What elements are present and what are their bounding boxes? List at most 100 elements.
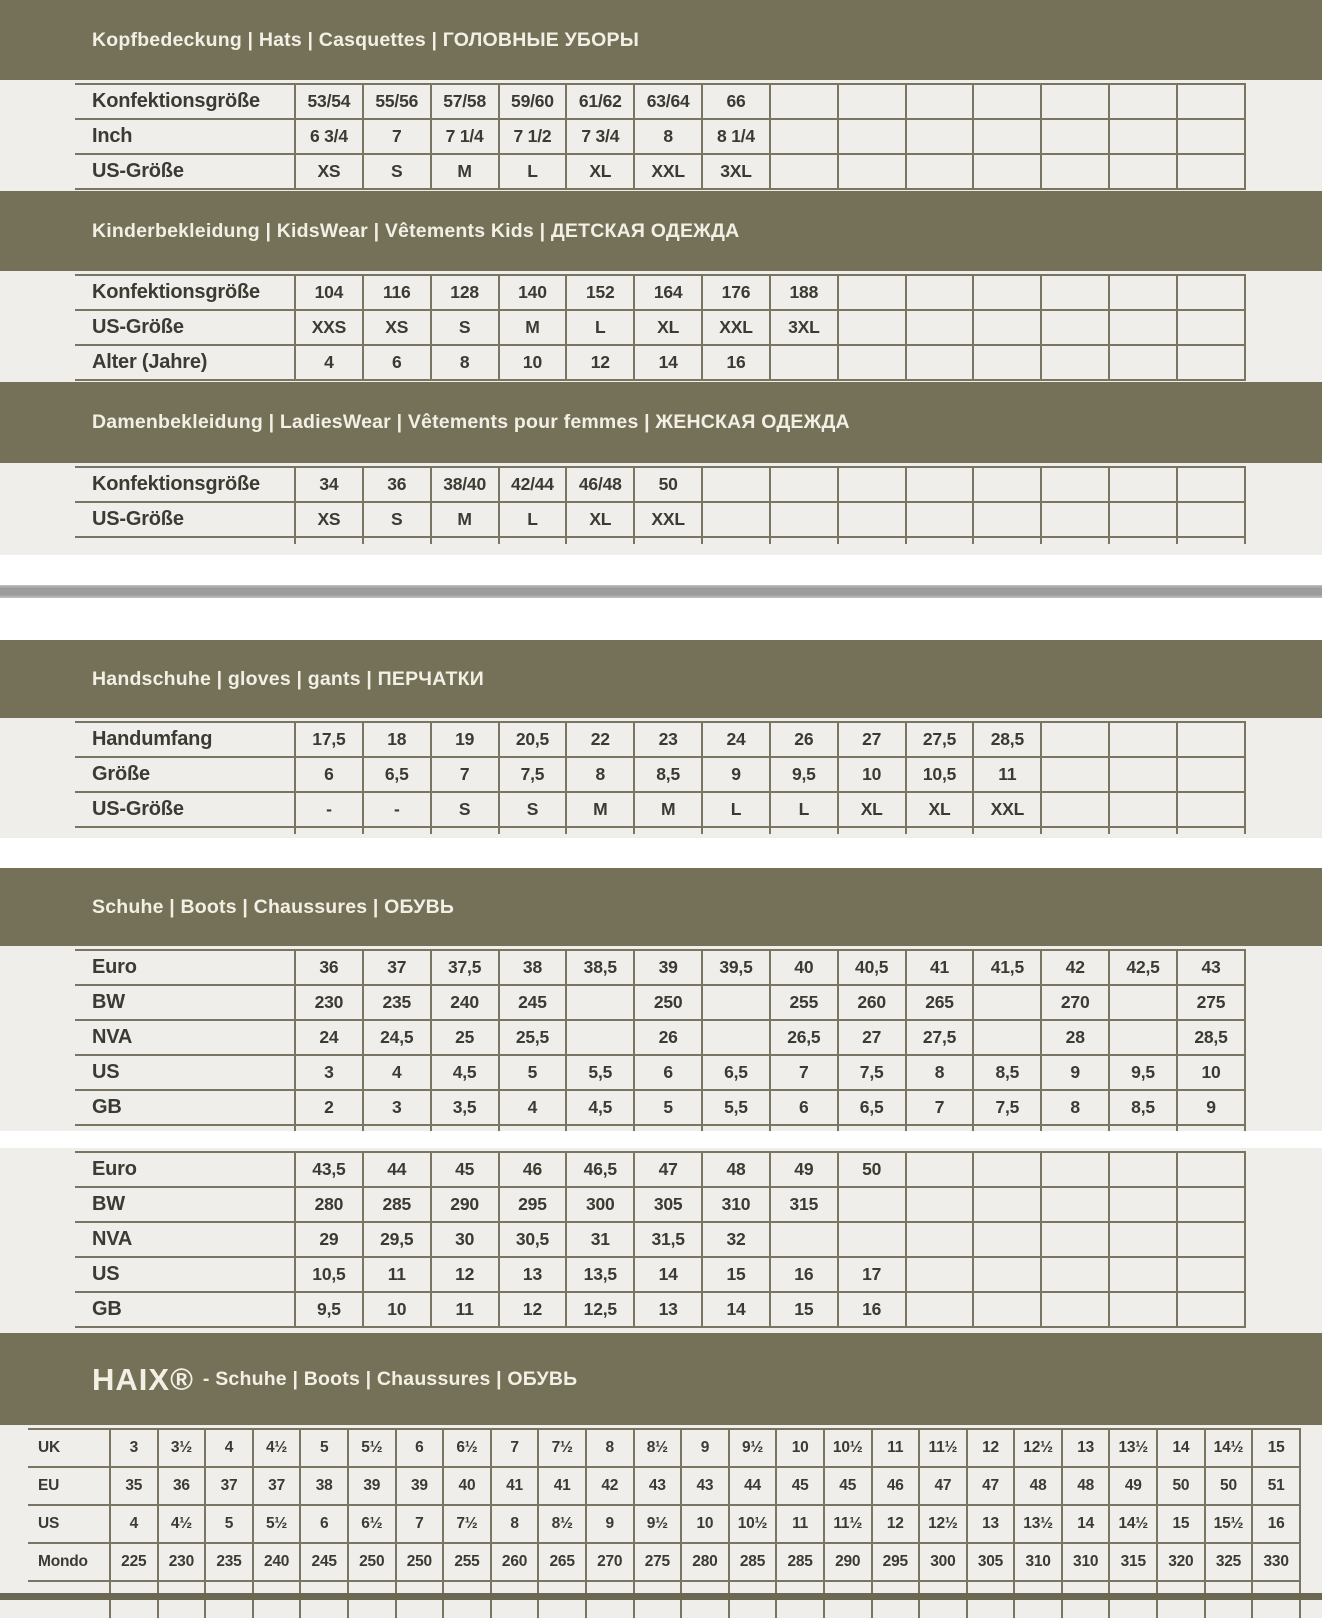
- size-cell: 8: [904, 1054, 975, 1091]
- size-cell: 14½: [1203, 1428, 1254, 1468]
- size-cell: 7½: [537, 1428, 587, 1468]
- size-cell: 225: [109, 1542, 159, 1582]
- size-cell: 29: [294, 1221, 364, 1258]
- size-cell: 16: [836, 1291, 907, 1328]
- size-cell: 5,5: [565, 1054, 636, 1091]
- size-cell: XXL: [633, 501, 704, 538]
- haix-table-wrap: UK 3 3½ 4 4½ 5 5½ 6 6½ 7 7½ 8 8½ 9 9½ 10 10½ 11 11½ 12 12½ 13…: [0, 1425, 1322, 1618]
- size-cell: [836, 1186, 907, 1223]
- size-cell: [565, 984, 636, 1021]
- row-label: US-Größe: [75, 309, 296, 346]
- row-label: Konfektionsgröße: [75, 466, 296, 503]
- size-cell: 260: [836, 984, 907, 1021]
- section-header-kids: Kinderbekleidung | KidsWear | Vêtements …: [0, 191, 1322, 271]
- size-cell: [768, 344, 839, 381]
- table-row: NVA 29 29,5 30 30,5 31 31,5 32: [75, 1221, 1322, 1258]
- table-row: Konfektionsgröße 53/54 55/56 57/58 59/60 61/6…: [75, 83, 1322, 120]
- size-cell: [972, 1221, 1043, 1258]
- size-cell: 55/56: [361, 83, 432, 120]
- size-cell: 18: [361, 721, 432, 758]
- size-cell: 45: [775, 1466, 825, 1506]
- size-cell: 285: [775, 1542, 825, 1582]
- size-cell: 14: [701, 1291, 771, 1328]
- size-cell: 310: [1013, 1542, 1063, 1582]
- size-cell: 245: [497, 984, 568, 1021]
- row-label: Konfektionsgröße: [75, 274, 296, 311]
- size-cell: 9,5: [768, 756, 839, 793]
- size-cell: 10,5: [904, 756, 975, 793]
- size-cell: 255: [768, 984, 839, 1021]
- size-cell: 255: [442, 1542, 492, 1582]
- size-cell: 41,5: [972, 949, 1043, 986]
- size-cell: XXL: [972, 791, 1043, 828]
- size-cell: [1175, 153, 1247, 190]
- size-cell: 6: [294, 756, 364, 793]
- size-cell: 14: [633, 1256, 704, 1293]
- size-cell: 305: [965, 1542, 1016, 1582]
- table-row: US 4 4½ 5 5½ 6 6½ 7 7½ 8 8½ 9 9½ 10 10½ 11 11½ 12 12½ 13 13½…: [28, 1504, 1322, 1544]
- size-cell: 38/40: [429, 466, 500, 503]
- size-cell: 10: [361, 1291, 432, 1328]
- size-cell: [1040, 1151, 1111, 1188]
- size-cell: 176: [701, 274, 771, 311]
- row-label: Größe: [75, 756, 296, 793]
- size-cell: 4: [361, 1054, 432, 1091]
- size-cell: 4,5: [565, 1089, 636, 1126]
- size-cell: [768, 1221, 839, 1258]
- size-cell: 28: [1040, 1019, 1111, 1056]
- size-cell: [1108, 791, 1178, 828]
- grid-stub-row: [75, 1124, 1322, 1132]
- row-label: Alter (Jahre): [75, 344, 296, 381]
- size-cell: 260: [489, 1542, 540, 1582]
- size-cell: 3XL: [768, 309, 839, 346]
- size-cell: 3: [294, 1054, 364, 1091]
- size-cell: 290: [429, 1186, 500, 1223]
- size-cell: 270: [1040, 984, 1111, 1021]
- size-cell: [1175, 344, 1247, 381]
- open-edge-cell: [1244, 1292, 1322, 1327]
- size-cell: XS: [294, 501, 364, 538]
- size-cell: 15: [768, 1291, 839, 1328]
- section-divider-bar: [0, 585, 1322, 598]
- size-cell: [1175, 1186, 1247, 1223]
- size-cell: 250: [633, 984, 704, 1021]
- size-cell: S: [361, 153, 432, 190]
- size-cell: XL: [565, 501, 636, 538]
- size-cell: [1108, 1291, 1178, 1328]
- table-row: BW 230 235 240 245 250 255 260 265 270 275: [75, 984, 1322, 1021]
- size-cell: [1108, 274, 1178, 311]
- row-label: NVA: [75, 1019, 296, 1056]
- size-cell: 9½: [632, 1504, 683, 1544]
- size-cell: 7 3/4: [565, 118, 636, 155]
- size-cell: 270: [584, 1542, 635, 1582]
- size-cell: 6,5: [701, 1054, 771, 1091]
- section-header-hats-label: Kopfbedeckung | Hats | Casquettes | ГОЛО…: [92, 28, 640, 51]
- size-cell: [1108, 83, 1178, 120]
- size-cell: 8 1/4: [701, 118, 771, 155]
- size-cell: 37: [361, 949, 432, 986]
- size-cell: [904, 274, 975, 311]
- size-cell: 116: [361, 274, 432, 311]
- size-cell: 6½: [442, 1428, 492, 1468]
- size-cell: 43: [632, 1466, 683, 1506]
- size-cell: 61/62: [565, 83, 636, 120]
- size-cell: 6: [361, 344, 432, 381]
- size-cell: 188: [768, 274, 839, 311]
- size-cell: M: [633, 791, 704, 828]
- open-edge-cell: [1244, 154, 1322, 189]
- size-cell: 285: [361, 1186, 432, 1223]
- size-cell: [1175, 1151, 1247, 1188]
- size-cell: 7,5: [972, 1089, 1043, 1126]
- size-cell: 63/64: [633, 83, 704, 120]
- size-cell: [836, 1221, 907, 1258]
- size-cell: [904, 1186, 975, 1223]
- size-cell: [904, 1151, 975, 1188]
- size-cell: 24: [701, 721, 771, 758]
- size-cell: 46,5: [565, 1151, 636, 1188]
- open-edge-cell: [1244, 310, 1322, 345]
- size-cell: XXL: [701, 309, 771, 346]
- size-cell: 45: [429, 1151, 500, 1188]
- size-cell: [836, 118, 907, 155]
- size-cell: 9: [584, 1504, 635, 1544]
- size-cell: 290: [822, 1542, 873, 1582]
